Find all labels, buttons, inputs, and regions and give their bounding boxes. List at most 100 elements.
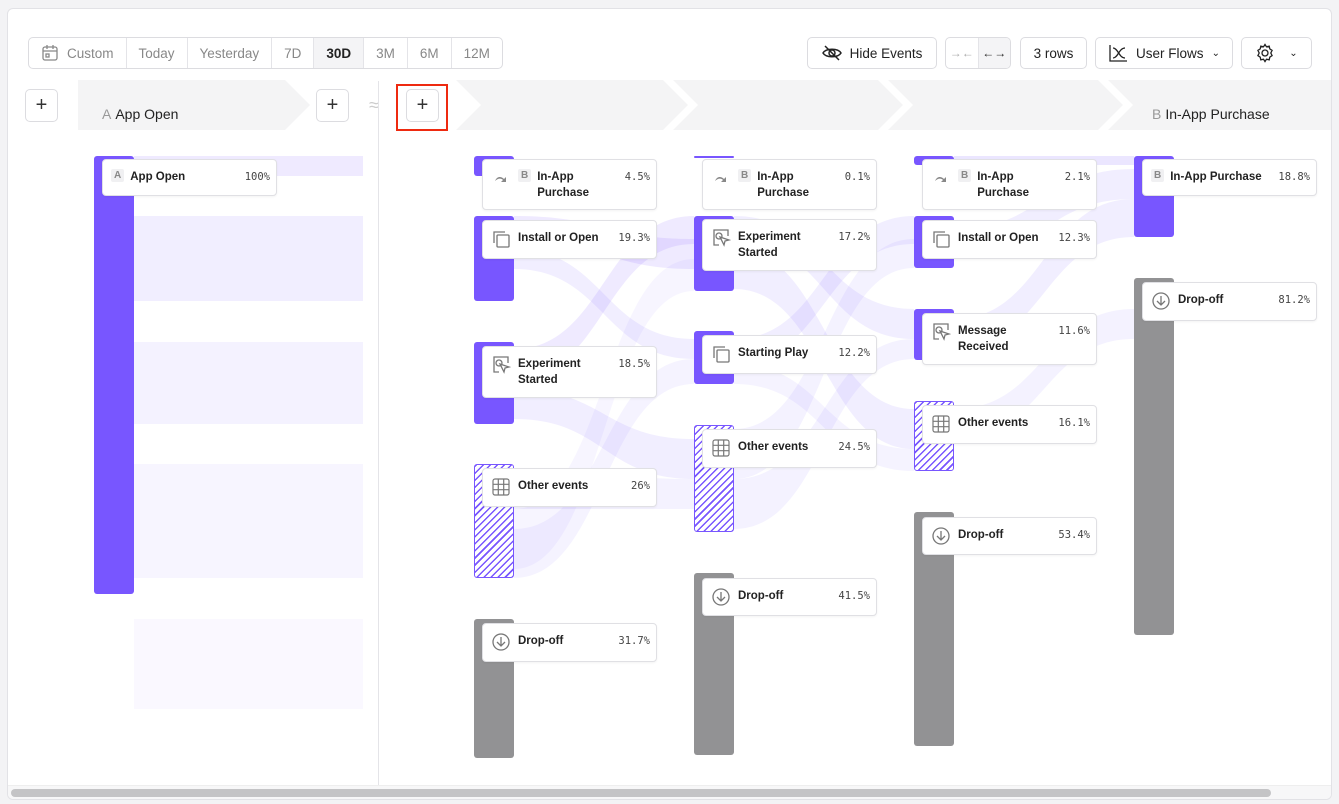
step-b-label[interactable]: B In-App Purchase	[1152, 106, 1270, 122]
event-percent: 0.1%	[844, 171, 870, 183]
approx-icon: ≈	[369, 95, 379, 115]
highlight-box	[396, 84, 448, 131]
flow-node-card[interactable]: Experiment Started 18.5%	[482, 346, 657, 398]
step-b-band	[1108, 80, 1331, 130]
event-name: App Open	[130, 171, 186, 183]
custom-date-button[interactable]: Custom	[29, 38, 127, 68]
copy-icon	[491, 230, 511, 248]
horizontal-scrollbar[interactable]	[8, 785, 1331, 799]
event-percent: 26%	[631, 480, 650, 492]
flow-node-card[interactable]: B In-App Purchase 0.1%	[702, 159, 877, 210]
hide-events-button[interactable]: Hide Events	[807, 37, 937, 69]
flow-link	[134, 342, 363, 424]
flow-node-card[interactable]: B In-App Purchase 18.8%	[1142, 159, 1317, 196]
flow-node-card[interactable]: Message Received 11.6%	[922, 313, 1097, 365]
event-percent: 2.1%	[1064, 171, 1090, 183]
flow-link	[134, 216, 363, 301]
step-a-label[interactable]: A App Open	[102, 106, 179, 122]
range-7d[interactable]: 7D	[272, 38, 315, 68]
step-badge: B	[958, 169, 972, 182]
flow-link	[134, 464, 363, 578]
event-name: In-App Purchase	[977, 171, 1030, 199]
scrollbar-thumb[interactable]	[11, 789, 1271, 797]
step-a-band	[78, 80, 310, 130]
rows-button[interactable]: 3 rows	[1020, 37, 1087, 69]
event-name: Other events	[738, 441, 809, 453]
eye-off-icon	[821, 45, 842, 61]
arrow-down-circle-icon	[1151, 292, 1171, 310]
range-6m[interactable]: 6M	[408, 38, 452, 68]
flow-node-card[interactable]: Other events 26%	[482, 468, 657, 507]
event-name: Install or Open	[958, 232, 1039, 244]
flow-node-card[interactable]: Install or Open 12.3%	[922, 220, 1097, 259]
event-percent: 17.2%	[838, 231, 870, 243]
step-badge: B	[518, 169, 532, 182]
range-today[interactable]: Today	[127, 38, 188, 68]
grid-icon	[711, 439, 731, 457]
event-percent: 4.5%	[624, 171, 650, 183]
range-12m[interactable]: 12M	[463, 45, 490, 61]
arrow-down-circle-icon	[711, 588, 731, 606]
event-percent: 81.2%	[1278, 294, 1310, 306]
flow-node-card[interactable]: Drop-off 53.4%	[922, 517, 1097, 555]
flow-node-card[interactable]: Install or Open 19.3%	[482, 220, 657, 259]
event-percent: 41.5%	[838, 590, 870, 602]
event-name: In-App Purchase	[537, 171, 590, 199]
event-percent: 16.1%	[1058, 417, 1090, 429]
flow-node-card[interactable]: B In-App Purchase 4.5%	[482, 159, 657, 210]
expand-icon[interactable]: ←→	[977, 38, 1010, 68]
event-name: Drop-off	[958, 529, 1004, 541]
flow-node-card[interactable]: B In-App Purchase 2.1%	[922, 159, 1097, 210]
custom-label: Custom	[67, 45, 114, 61]
event-name: Drop-off	[1178, 294, 1224, 306]
event-name: Other events	[958, 417, 1029, 429]
event-name: Drop-off	[738, 590, 784, 602]
add-step-before-button[interactable]: +	[25, 89, 58, 122]
step-header-strip	[78, 80, 1331, 130]
cursor-click-icon	[491, 356, 511, 374]
chart-type-label: User Flows	[1136, 45, 1204, 61]
flow-node-card[interactable]: Drop-off 81.2%	[1142, 282, 1317, 321]
event-percent: 12.2%	[838, 347, 870, 359]
event-percent: 100%	[244, 171, 270, 183]
flow-node-card[interactable]: Other events 24.5%	[702, 429, 877, 468]
add-step-after-a-button[interactable]: +	[316, 89, 349, 122]
add-intermediate-step-button[interactable]: +	[406, 89, 439, 122]
flow-node-bar[interactable]	[694, 156, 734, 158]
event-percent: 53.4%	[1058, 529, 1090, 541]
hide-events-label: Hide Events	[849, 45, 923, 61]
flow-node-card[interactable]: Drop-off 31.7%	[482, 623, 657, 662]
event-percent: 18.8%	[1278, 171, 1310, 183]
date-range-selector: Custom Today Yesterday 7D 30D 3M 6M 12M	[28, 37, 503, 69]
collapse-icon[interactable]: →←	[949, 46, 974, 60]
cursor-click-icon	[711, 229, 731, 247]
step-band-2	[673, 80, 903, 130]
chevron-down-icon: ⌄	[1289, 47, 1298, 59]
gear-icon	[1257, 43, 1274, 63]
chart-type-dropdown[interactable]: User Flows ⌄	[1095, 37, 1233, 69]
divider	[378, 81, 379, 791]
flow-node-card[interactable]: A App Open 100%	[102, 159, 277, 196]
flow-node-bar[interactable]	[94, 156, 134, 594]
flow-node-card[interactable]: Experiment Started 17.2%	[702, 219, 877, 271]
flow-node-card[interactable]: Other events 16.1%	[922, 405, 1097, 444]
user-flows-icon	[1109, 45, 1128, 62]
event-name: Install or Open	[518, 232, 599, 244]
event-name: In-App Purchase	[1170, 171, 1262, 183]
range-3m[interactable]: 3M	[364, 38, 408, 68]
event-name: Other events	[518, 480, 589, 492]
event-percent: 11.6%	[1058, 325, 1090, 337]
range-30d[interactable]: 30D	[314, 38, 365, 68]
settings-dropdown[interactable]: ⌄	[1241, 37, 1312, 69]
flow-node-card[interactable]: Drop-off 41.5%	[702, 578, 877, 616]
flow-node-bar[interactable]	[1134, 278, 1174, 635]
event-name: In-App Purchase	[757, 171, 810, 199]
user-flows-panel: Custom Today Yesterday 7D 30D 3M 6M 12M …	[7, 8, 1332, 800]
event-name: Starting Play	[738, 347, 809, 359]
flow-node-card[interactable]: Starting Play 12.2%	[702, 335, 877, 374]
redirect-icon	[491, 169, 511, 187]
step-band-3	[888, 80, 1123, 130]
event-name: Experiment Started	[518, 358, 581, 386]
range-yesterday[interactable]: Yesterday	[188, 38, 273, 68]
event-percent: 12.3%	[1058, 232, 1090, 244]
